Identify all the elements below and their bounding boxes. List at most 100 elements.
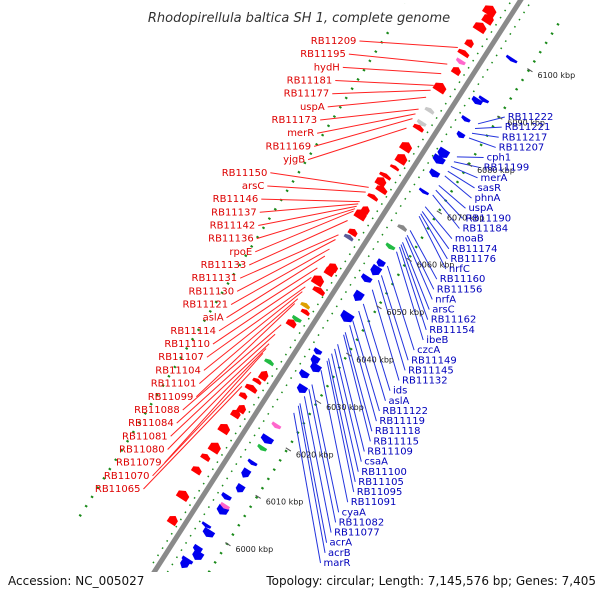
right-leader-line	[405, 237, 433, 300]
forward-gene-arrow	[236, 405, 247, 415]
left-leader-line	[230, 248, 330, 305]
reverse-gene-arrow	[180, 557, 191, 569]
left-leader-line	[267, 185, 366, 193]
rna-or-misc-feature	[300, 302, 311, 310]
rna-or-misc-feature	[424, 106, 435, 115]
kbp-tick-mark	[225, 542, 231, 547]
kbp-tick-label: 6020 kbp	[296, 450, 334, 459]
right-gene-label: RB11122	[382, 406, 428, 417]
right-gene-label: RB11115	[373, 436, 419, 447]
forward-gene-arrow	[379, 171, 392, 181]
right-gene-label: RB11174	[452, 244, 498, 255]
kbp-tick-label: 6010 kbp	[266, 498, 304, 507]
right-gene-label: RB11149	[411, 355, 457, 366]
reverse-gene-arrow	[360, 273, 373, 283]
right-leader-line	[447, 170, 475, 189]
right-leader-line	[406, 234, 435, 290]
kbp-tick-label: 6030 kbp	[326, 403, 364, 412]
forward-gene-arrow	[412, 123, 424, 133]
left-leader-line	[199, 298, 299, 384]
left-gene-label: RB11110	[164, 339, 210, 350]
left-gene-label: RB11101	[151, 379, 197, 390]
right-gene-label: RB11160	[440, 274, 486, 285]
forward-gene-arrow	[367, 193, 379, 202]
right-leader-line	[450, 165, 478, 179]
right-gene-label: sasR	[478, 183, 502, 194]
right-gene-label: RB11154	[429, 325, 475, 336]
forward-gene-arrow	[230, 409, 241, 420]
reverse-gene-arrow	[221, 492, 232, 501]
right-leader-line	[343, 334, 371, 442]
right-leader-line	[402, 242, 430, 310]
left-leader-line	[332, 89, 431, 95]
left-leader-line	[226, 255, 326, 319]
right-gene-label: cph1	[487, 153, 512, 164]
right-leader-line	[380, 275, 409, 361]
right-leader-line	[334, 348, 362, 462]
reverse-gene-arrow	[260, 433, 275, 445]
forward-gene-arrow	[472, 22, 487, 35]
right-leader-line	[293, 412, 322, 564]
right-gene-label: RB11207	[499, 142, 545, 153]
right-leader-line	[386, 265, 415, 351]
left-gene-label: uspA	[300, 102, 325, 113]
right-gene-label: RB11184	[462, 224, 508, 235]
reverse-gene-arrow	[437, 146, 451, 158]
reverse-gene-arrow	[202, 527, 216, 538]
right-gene-label: acrA	[330, 538, 353, 549]
forward-gene-arrow	[200, 453, 211, 462]
rna-or-misc-feature	[455, 57, 466, 66]
rna-or-misc-feature	[264, 358, 274, 367]
right-gene-label: RB11095	[357, 487, 403, 498]
forward-gene-arrow	[450, 67, 461, 77]
left-gene-label: RB11114	[170, 326, 216, 337]
left-gene-label: merR	[287, 128, 314, 139]
kbp-tick-mark	[496, 115, 503, 120]
left-leader-line	[359, 40, 458, 48]
left-gene-label: RB11130	[188, 286, 234, 297]
forward-gene-arrow	[374, 177, 387, 188]
rna-or-misc-feature	[291, 314, 302, 323]
forward-gene-arrow	[207, 442, 221, 455]
left-gene-label: RB11104	[155, 365, 201, 376]
reverse-gene-arrow	[235, 483, 246, 493]
rna-or-misc-feature	[343, 233, 354, 242]
left-leader-line	[239, 234, 339, 279]
kbp-tick-label: 6040 kbp	[356, 356, 394, 365]
right-leader-line	[435, 189, 463, 219]
left-leader-line	[348, 53, 448, 65]
forward-gene-arrow	[312, 286, 326, 297]
left-gene-label: RB11099	[148, 392, 194, 403]
right-gene-label: RB11077	[334, 528, 380, 539]
right-leader-line	[400, 244, 429, 320]
right-gene-label: RB11162	[431, 315, 477, 326]
left-gene-label: RB11169	[266, 141, 312, 152]
right-leader-line	[303, 396, 332, 533]
left-leader-line	[335, 80, 434, 86]
kbp-tick-mark	[345, 352, 352, 357]
right-leader-line	[421, 211, 450, 250]
forward-gene-arrow	[257, 370, 269, 382]
right-gene-label: ids	[393, 386, 407, 397]
right-gene-label: RB11119	[379, 416, 425, 427]
right-gene-label: phnA	[475, 193, 501, 204]
right-leader-line	[320, 370, 349, 503]
rna-or-misc-feature	[220, 501, 231, 510]
left-leader-line	[212, 276, 312, 345]
right-leader-line	[308, 389, 337, 523]
right-gene-label: moaB	[455, 234, 484, 245]
left-gene-label: hydH	[314, 62, 340, 73]
forward-gene-arrow	[360, 206, 370, 216]
left-leader-line	[248, 220, 348, 266]
left-gene-label: aslA	[203, 313, 224, 324]
reverse-gene-arrow	[418, 187, 430, 196]
left-leader-line	[259, 203, 359, 213]
kbp-tick-mark	[406, 257, 412, 262]
forward-gene-arrow	[482, 5, 497, 18]
kbp-tick-label: 6050 kbp	[387, 308, 425, 317]
left-gene-label: RB11081	[122, 431, 168, 442]
forward-gene-arrow	[217, 424, 231, 436]
right-gene-label: RB11100	[361, 467, 407, 478]
rna-or-misc-feature	[416, 118, 427, 127]
left-gene-label: RB11131	[192, 273, 238, 284]
